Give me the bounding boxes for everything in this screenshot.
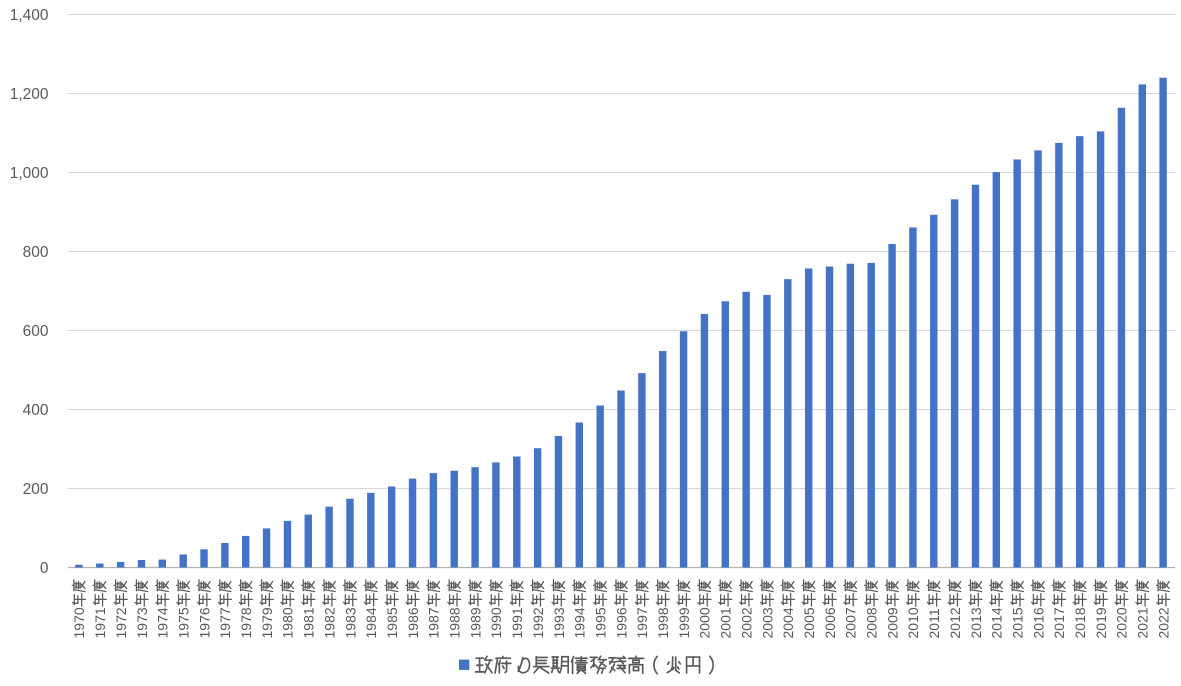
svg-text:2015: 2015 [1009, 607, 1025, 638]
svg-text:1999: 1999 [676, 607, 692, 638]
svg-text:1990: 1990 [488, 607, 504, 638]
svg-text:2014: 2014 [989, 607, 1005, 638]
svg-text:1981: 1981 [301, 607, 317, 638]
svg-text:2019: 2019 [1093, 607, 1109, 638]
svg-text:1987: 1987 [426, 607, 442, 638]
svg-text:2003: 2003 [759, 607, 775, 638]
svg-text:1993: 1993 [551, 607, 567, 638]
svg-text:1970: 1970 [71, 607, 87, 638]
svg-text:1972: 1972 [113, 607, 129, 638]
svg-text:1,000: 1,000 [10, 165, 49, 182]
svg-text:1988: 1988 [447, 607, 463, 638]
svg-text:1982: 1982 [321, 607, 337, 638]
svg-text:2001: 2001 [718, 607, 734, 638]
svg-text:2010: 2010 [905, 607, 921, 638]
svg-text:0: 0 [40, 560, 49, 577]
svg-text:200: 200 [23, 481, 49, 498]
svg-text:2009: 2009 [884, 607, 900, 638]
svg-text:1976: 1976 [196, 607, 212, 638]
svg-text:1998: 1998 [655, 607, 671, 638]
svg-text:2002: 2002 [738, 607, 754, 638]
svg-text:1997: 1997 [634, 607, 650, 638]
svg-text:1978: 1978 [238, 607, 254, 638]
svg-text:400: 400 [23, 402, 49, 419]
svg-text:1991: 1991 [509, 607, 525, 638]
svg-text:2020: 2020 [1114, 607, 1130, 638]
svg-text:1992: 1992 [530, 607, 546, 638]
svg-text:1985: 1985 [384, 607, 400, 638]
svg-text:2006: 2006 [822, 607, 838, 638]
svg-text:2005: 2005 [801, 607, 817, 638]
svg-text:1996: 1996 [613, 607, 629, 638]
svg-text:2017: 2017 [1051, 607, 1067, 638]
svg-text:1977: 1977 [217, 607, 233, 638]
svg-text:1,200: 1,200 [10, 86, 49, 103]
svg-text:1994: 1994 [572, 607, 588, 638]
svg-text:2011: 2011 [926, 608, 942, 638]
svg-text:2021: 2021 [1135, 607, 1151, 638]
svg-text:2018: 2018 [1072, 607, 1088, 638]
svg-text:2013: 2013 [968, 607, 984, 638]
svg-text:1973: 1973 [134, 607, 150, 638]
svg-text:2016: 2016 [1030, 607, 1046, 638]
svg-text:2012: 2012 [947, 607, 963, 638]
svg-text:2000: 2000 [697, 607, 713, 638]
svg-text:2008: 2008 [864, 607, 880, 638]
svg-text:1995: 1995 [592, 607, 608, 638]
svg-text:1989: 1989 [467, 607, 483, 638]
svg-text:1979: 1979 [259, 607, 275, 638]
svg-text:1,400: 1,400 [10, 7, 49, 24]
svg-text:2022: 2022 [1155, 607, 1171, 638]
svg-text:2007: 2007 [843, 607, 859, 638]
svg-text:600: 600 [23, 323, 49, 340]
svg-text:1986: 1986 [405, 607, 421, 638]
svg-text:800: 800 [23, 244, 49, 261]
svg-text:1983: 1983 [342, 607, 358, 638]
svg-text:2004: 2004 [780, 607, 796, 638]
svg-text:1980: 1980 [280, 607, 296, 638]
svg-text:1984: 1984 [363, 607, 379, 638]
svg-text:1974: 1974 [155, 607, 171, 638]
svg-text:1975: 1975 [175, 607, 191, 638]
svg-text:1971: 1971 [92, 607, 108, 638]
